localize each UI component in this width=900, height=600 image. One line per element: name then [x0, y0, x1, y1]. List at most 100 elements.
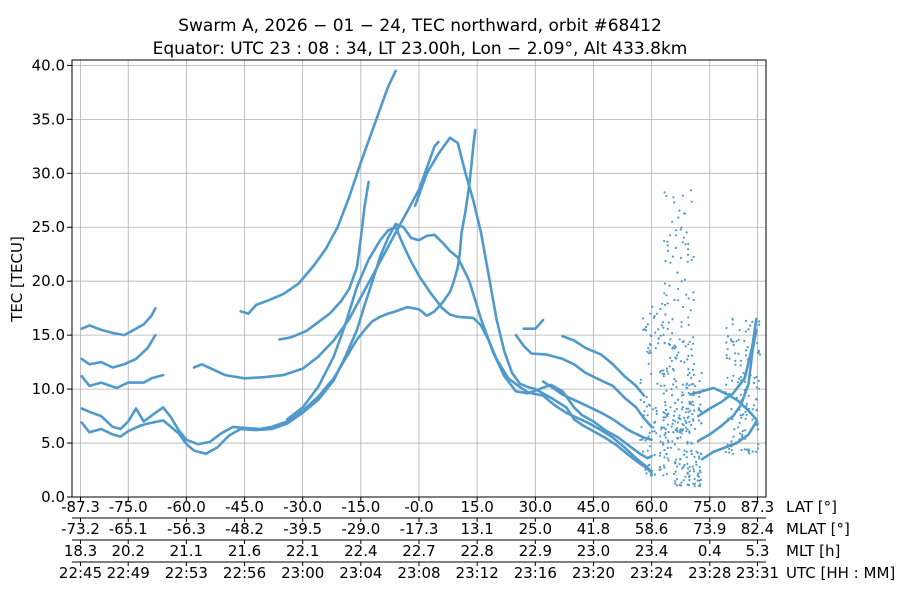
x-label-row0-10: 60.0: [635, 498, 668, 516]
burst-polar-2-point: [680, 408, 684, 411]
burst-polar-1-point: [648, 431, 651, 434]
x-label-row3-10: 23:24: [630, 564, 673, 582]
burst-polar-2-point: [680, 226, 683, 229]
burst-polar-4-point: [751, 450, 754, 453]
burst-polar-2-point: [690, 354, 694, 357]
burst-polar-2-point: [676, 354, 679, 357]
burst-polar-3-point: [687, 391, 690, 395]
burst-polar-1-point: [645, 405, 649, 408]
burst-polar-1-point: [654, 406, 657, 410]
burst-polar-4-point: [758, 320, 761, 323]
burst-polar-3-point: [688, 474, 691, 477]
burst-polar-2-point: [675, 229, 678, 232]
burst-polar-4-point: [737, 377, 741, 381]
series-track-8: [514, 333, 653, 429]
burst-polar-2-point: [678, 338, 681, 341]
burst-polar-4-point: [748, 411, 752, 414]
burst-polar-2-point: [664, 259, 667, 263]
burst-polar-3-point: [690, 453, 694, 456]
burst-polar-3-point: [682, 479, 685, 482]
burst-polar-3-point: [686, 483, 689, 486]
burst-polar-4-point: [744, 349, 748, 352]
burst-polar-3-point: [693, 427, 697, 431]
y-axis-label: TEC [TECU]: [8, 236, 26, 323]
burst-polar-3-point: [693, 477, 696, 481]
burst-polar-1-point: [646, 350, 649, 353]
burst-polar-2-point: [671, 255, 674, 258]
burst-polar-1-point: [653, 473, 657, 476]
burst-polar-2-point: [668, 343, 672, 347]
burst-polar-2-point: [670, 425, 673, 428]
burst-polar-1-point: [662, 326, 665, 329]
burst-polar-1-point: [670, 388, 673, 391]
x-label-row2-10: 23.4: [635, 542, 668, 560]
series-track-12: [696, 328, 758, 443]
burst-polar-3-point: [695, 463, 698, 466]
x-label-row3-9: 23:20: [572, 564, 615, 582]
burst-polar-3-point: [676, 398, 680, 401]
burst-polar-2-point: [674, 246, 677, 250]
burst-polar-3-point: [681, 467, 684, 470]
burst-polar-1-point: [651, 305, 654, 308]
chart-title-line1: Swarm A, 2026 − 01 − 24, TEC northward, …: [178, 16, 662, 36]
x-label-row1-5: -29.0: [341, 520, 380, 538]
burst-polar-2-point: [668, 234, 672, 237]
x-label-row3-2: 22:53: [165, 564, 208, 582]
x-label-row1-2: -56.3: [167, 520, 206, 538]
burst-polar-3-point: [692, 419, 695, 422]
burst-polar-3-point: [678, 483, 681, 486]
burst-polar-4-point: [756, 420, 759, 423]
burst-polar-4-point: [736, 381, 739, 384]
burst-polar-3-point: [693, 485, 696, 488]
burst-polar-3-point: [676, 430, 679, 433]
burst-polar-4-point: [747, 328, 750, 331]
burst-polar-2-point: [666, 240, 669, 243]
burst-polar-3-point: [693, 470, 696, 473]
burst-polar-4-point: [744, 391, 748, 394]
x-row-name-2: MLT [h]: [786, 542, 840, 560]
burst-polar-2-point: [689, 309, 692, 312]
burst-polar-2-point: [674, 420, 677, 423]
x-label-row2-11: 0.4: [698, 542, 722, 560]
burst-polar-1-point: [669, 338, 672, 341]
burst-polar-3-point: [696, 440, 700, 443]
burst-polar-4-point: [739, 393, 742, 396]
x-label-row3-7: 23:12: [456, 564, 499, 582]
burst-polar-2-point: [676, 287, 680, 291]
burst-polar-1-point: [662, 375, 665, 378]
burst-polar-4-point: [745, 448, 748, 451]
burst-polar-4-point: [726, 443, 729, 446]
burst-polar-3-point: [681, 428, 685, 431]
burst-polar-2-point: [686, 260, 689, 263]
burst-polar-4-point: [757, 379, 760, 382]
burst-polar-2-point: [675, 234, 678, 237]
burst-polar-4-point: [731, 443, 734, 446]
burst-polar-3-point: [674, 480, 677, 483]
x-label-row2-6: 22.7: [402, 542, 435, 560]
burst-polar-3-point: [686, 440, 689, 443]
burst-polar-4-point: [755, 375, 758, 379]
burst-polar-4-point: [739, 364, 742, 367]
burst-polar-4-point: [745, 413, 748, 417]
burst-polar-2-point: [671, 220, 674, 223]
burst-polar-2-point: [690, 258, 693, 261]
burst-polar-1-point: [663, 466, 666, 469]
burst-polar-3-point: [676, 437, 679, 440]
burst-polar-2-point: [670, 394, 674, 397]
burst-polar-1-point: [673, 410, 676, 413]
burst-polar-4-point: [743, 448, 746, 451]
x-label-row2-3: 21.6: [228, 542, 261, 560]
burst-polar-2-point: [666, 423, 670, 426]
burst-polar-1-point: [671, 332, 674, 335]
burst-polar-2-point: [673, 377, 676, 381]
burst-polar-3-point: [680, 432, 683, 435]
burst-polar-1-point: [641, 450, 645, 453]
burst-polar-4-point: [737, 426, 740, 429]
burst-polar-3-point: [686, 462, 689, 465]
burst-polar-3-point: [684, 411, 687, 414]
burst-polar-2-point: [684, 426, 687, 429]
burst-polar-3-point: [694, 385, 697, 388]
burst-polar-4-point: [730, 445, 733, 448]
x-label-row0-8: 30.0: [519, 498, 552, 516]
y-tick-label-3: 15.0: [32, 326, 65, 344]
